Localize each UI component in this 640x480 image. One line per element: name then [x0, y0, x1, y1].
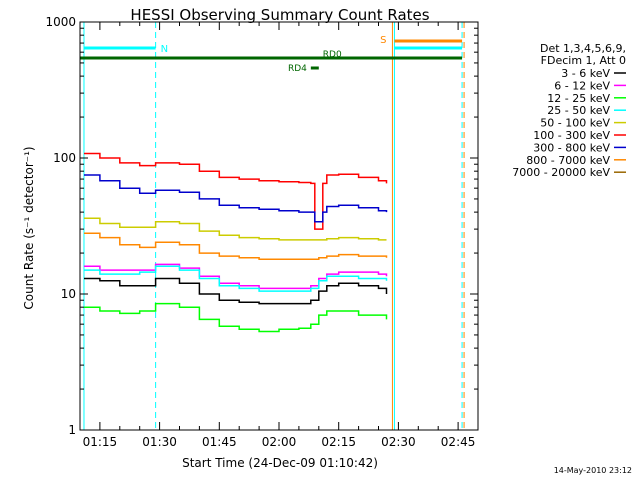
legend-label: 6 - 12 keV [554, 79, 610, 92]
axes-layer: 1 10 100 1000 01:15 01:30 01:45 02:00 02:15 02:30… [45, 15, 479, 449]
y-axis-label: Count Rate (s⁻¹ detector⁻¹) [22, 146, 36, 309]
series-line [84, 265, 388, 292]
legend-label: 7000 - 20000 keV [512, 166, 610, 179]
flags-layer: N S RD0 RD4 [80, 22, 465, 430]
y-tick-label: 10 [61, 287, 76, 301]
series-layer [84, 152, 388, 333]
legend-label: 3 - 6 keV [561, 67, 610, 80]
x-tick-label: 02:45 [441, 435, 476, 449]
legend-label: 25 - 50 keV [547, 104, 610, 117]
legend-label: 800 - 7000 keV [526, 154, 610, 167]
series-line [84, 152, 388, 230]
legend-label: 300 - 800 keV [533, 141, 610, 154]
series-line [84, 217, 387, 241]
x-axis-label: Start Time (24-Dec-09 01:10:42) [182, 456, 378, 470]
legend-label: 50 - 100 keV [540, 117, 610, 130]
flag-rd0-label: RD0 [323, 50, 342, 60]
series-line [84, 302, 388, 333]
flag-s-label: S [380, 35, 386, 46]
y-tick-label: 100 [53, 151, 76, 165]
x-tick-label: 01:15 [83, 435, 118, 449]
x-tick-label: 02:00 [262, 435, 297, 449]
y-tick-label: 1000 [45, 15, 76, 29]
flag-n-label: N [161, 44, 168, 55]
series-line [84, 232, 388, 261]
x-tick-label: 02:15 [321, 435, 356, 449]
legend-header: Det 1,3,4,5,6,9, [540, 42, 626, 55]
flag-rd4-label: RD4 [288, 64, 307, 74]
x-tick-label: 02:30 [381, 435, 416, 449]
plot-frame [79, 21, 479, 431]
x-tick-label: 01:45 [202, 435, 237, 449]
chart-title: HESSI Observing Summary Count Rates [130, 6, 429, 24]
legend-header: FDecim 1, Att 0 [541, 54, 626, 67]
series-line [84, 277, 388, 305]
footer-timestamp: 14-May-2010 23:12 [554, 466, 632, 475]
series-line [84, 174, 388, 223]
legend-label: 12 - 25 keV [547, 92, 610, 105]
legend: Det 1,3,4,5,6,9,FDecim 1, Att 03 - 6 keV… [512, 42, 626, 179]
x-tick-label: 01:30 [142, 435, 177, 449]
legend-label: 100 - 300 keV [533, 129, 610, 142]
y-tick-label: 1 [68, 423, 76, 437]
